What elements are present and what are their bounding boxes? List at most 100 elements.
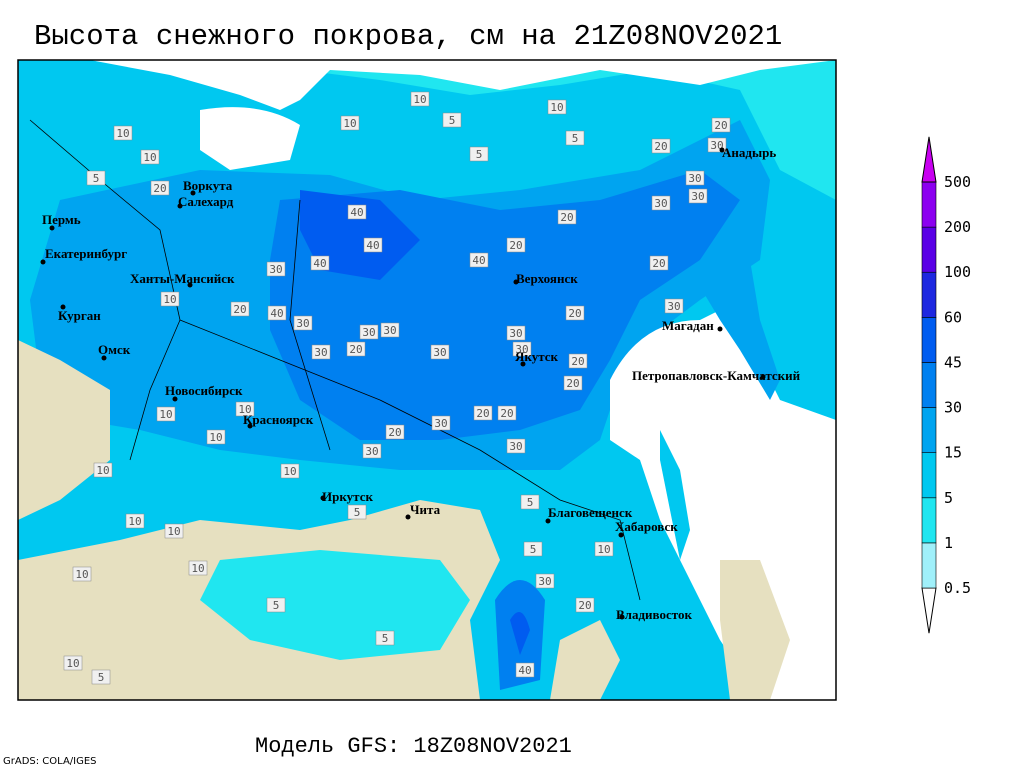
contour-label: 10 [343, 117, 356, 130]
contour-label-box [125, 513, 145, 529]
colorbar-bin [921, 542, 937, 589]
credit: GrADS: COLA/IGES [3, 756, 97, 767]
contour-label: 20 [568, 307, 581, 320]
contour-label: 10 [128, 515, 141, 528]
city-dot [190, 190, 196, 196]
contour-label: 5 [382, 632, 389, 645]
contour-label: 30 [433, 346, 446, 359]
contour-label-box [86, 170, 106, 186]
colorbar-bin [921, 271, 937, 318]
contour-label-box [512, 341, 532, 357]
contour-label-box [563, 375, 583, 391]
contour-label-box [497, 405, 517, 421]
contour-label: 10 [163, 293, 176, 306]
contour-label: 30 [314, 346, 327, 359]
kara-sea [200, 107, 300, 170]
contour-label: 20 [349, 343, 362, 356]
contour-label: 10 [66, 657, 79, 670]
contour-label-box [565, 130, 585, 146]
colorbar-label: 0.5 [944, 579, 971, 597]
contour-label-box [594, 541, 614, 557]
okhotsk-pacific [610, 300, 836, 700]
contour-label: 20 [500, 407, 513, 420]
city-dot [618, 532, 624, 538]
contour-label: 20 [509, 239, 522, 252]
contour-label-box [664, 298, 684, 314]
colorbar-bin [921, 452, 937, 499]
contour-label: 20 [233, 303, 246, 316]
contour-label: 5 [530, 543, 537, 556]
contour-label: 5 [476, 148, 483, 161]
contour-label: 30 [667, 300, 680, 313]
contour-labels: 1010510551010520203020303030404040204020… [63, 91, 731, 685]
city-label: Хабаровск [615, 519, 678, 534]
city-label: Воркута [183, 178, 233, 193]
contour-label-box [575, 597, 595, 613]
title: Высота снежного покрова, см на 21Z08NOV2… [34, 20, 782, 53]
contour-label: 5 [273, 599, 280, 612]
city-dot [247, 423, 253, 429]
city-dot [49, 225, 55, 231]
contour-label-box [380, 322, 400, 338]
contour-label-box [347, 204, 367, 220]
contour-label-box [535, 573, 555, 589]
contour-label: 10 [191, 562, 204, 575]
contour-label: 20 [566, 377, 579, 390]
contour-label-box [310, 255, 330, 271]
contour-label-box [266, 597, 286, 613]
contour-label-box [188, 560, 208, 576]
city-dot [320, 495, 326, 501]
sakhalin [660, 430, 690, 560]
contour-label: 10 [159, 408, 172, 421]
contour-label: 10 [550, 101, 563, 114]
contour-label-box [362, 443, 382, 459]
contour-label-box [363, 237, 383, 253]
city-label: Якутск [515, 349, 559, 364]
snow-45-60 [300, 190, 420, 280]
contour-label: 10 [167, 525, 180, 538]
contour-label-box [651, 138, 671, 154]
city-label: Магадан [662, 318, 714, 333]
city-label: Омск [98, 342, 131, 357]
contour-label-box [113, 125, 133, 141]
contour-label: 40 [518, 664, 531, 677]
city-dot [619, 614, 625, 620]
colorbar-label: 60 [944, 308, 962, 326]
contour-label: 30 [654, 197, 667, 210]
contour-label: 20 [652, 257, 665, 270]
contour-label: 20 [560, 211, 573, 224]
korea [550, 620, 620, 700]
contour-label-box [685, 170, 705, 186]
colorbar-label: 1 [944, 534, 953, 552]
contour-label: 30 [296, 317, 309, 330]
contour-label-box [431, 415, 451, 431]
japan [720, 560, 790, 700]
contour-label: 20 [571, 355, 584, 368]
contour-label: 30 [434, 417, 447, 430]
contour-label-box [506, 325, 526, 341]
contour-label-box [72, 566, 92, 582]
contour-label: 10 [283, 465, 296, 478]
colorbar-bin [921, 407, 937, 453]
contour-label: 30 [538, 575, 551, 588]
colorbar-bin [921, 226, 937, 273]
contour-label: 10 [75, 568, 88, 581]
colorbar-label: 5 [944, 489, 953, 507]
contour-label-box [469, 146, 489, 162]
contour-label-box [506, 237, 526, 253]
city-dot [520, 361, 526, 367]
map-frame [17, 59, 837, 701]
contour-label: 5 [572, 132, 579, 145]
contour-label: 40 [472, 254, 485, 267]
contour-label-box [359, 324, 379, 340]
city-label: Курган [58, 308, 101, 323]
contour-label-box [346, 341, 366, 357]
contour-label: 10 [597, 543, 610, 556]
arctic-ocean [90, 60, 836, 110]
contour-label: 30 [383, 324, 396, 337]
kamchatka [690, 240, 780, 400]
contour-label-box [293, 315, 313, 331]
city-dot [717, 326, 723, 332]
contour-label: 5 [354, 506, 361, 519]
